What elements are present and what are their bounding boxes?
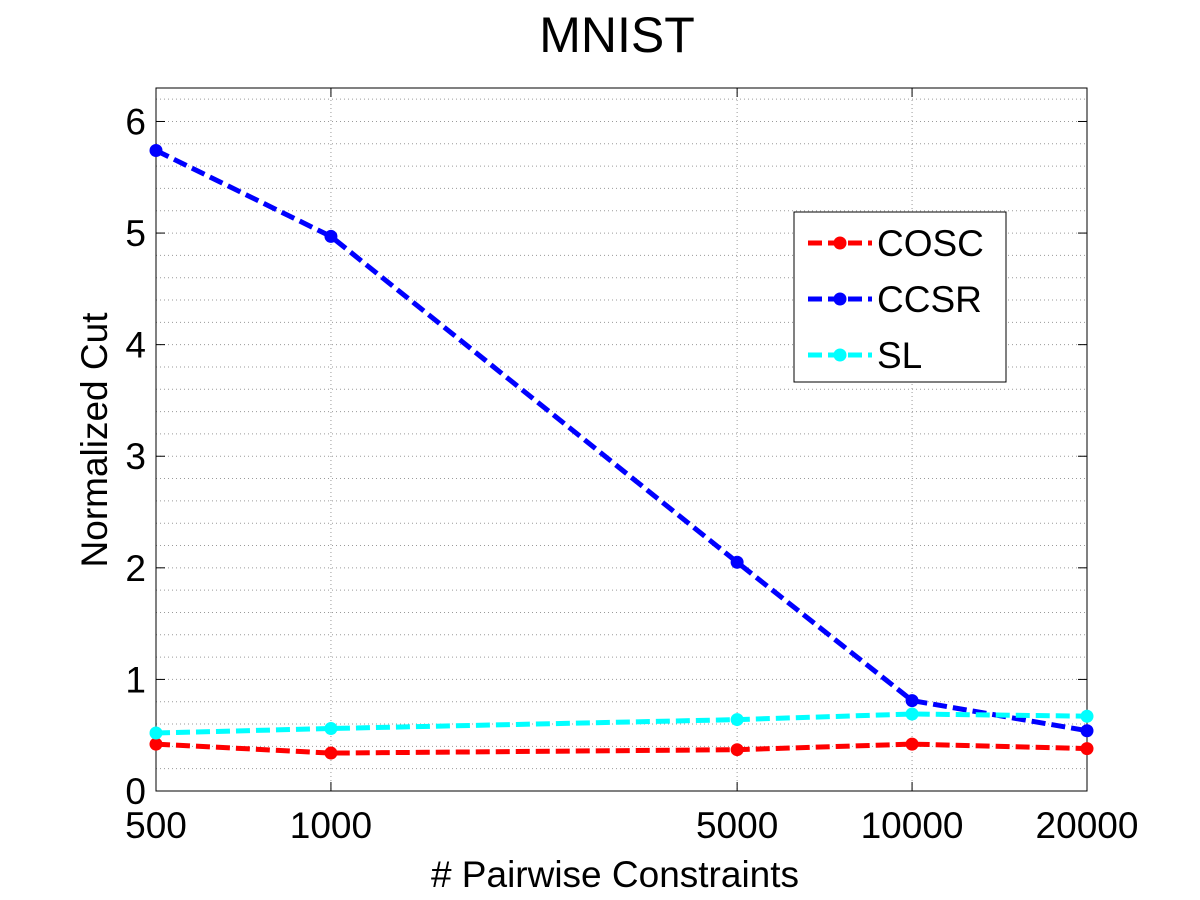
data-point-ccsr — [324, 229, 338, 243]
data-point-ccsr — [905, 694, 919, 708]
plot-area-frame — [155, 87, 1088, 792]
x-tick-label: 500 — [125, 805, 187, 846]
legend: COSC CCSR SL — [793, 211, 1007, 383]
y-tick-label: 0 — [125, 771, 146, 812]
data-point-cosc — [149, 737, 163, 751]
series-sl — [149, 707, 1094, 740]
data-point-ccsr — [149, 143, 163, 157]
x-tick-label: 20000 — [1036, 805, 1139, 846]
y-axis-label: Normalized Cut — [74, 312, 115, 568]
data-point-sl — [905, 707, 919, 721]
series-cosc — [149, 737, 1094, 760]
x-tick-label: 10000 — [861, 805, 964, 846]
axis-ticks: 500 1000 5000 10000 20000 0 1 2 3 4 5 6 — [125, 88, 1138, 846]
x-tick-label: 5000 — [696, 805, 778, 846]
legend-label-cosc: COSC — [877, 223, 984, 264]
y-tick-label: 6 — [125, 101, 146, 142]
legend-marker-cosc — [833, 236, 847, 250]
y-tick-label: 5 — [125, 213, 146, 254]
data-point-ccsr — [1080, 724, 1094, 738]
legend-marker-ccsr — [833, 292, 847, 306]
data-point-cosc — [730, 743, 744, 757]
legend-label-ccsr: CCSR — [877, 279, 982, 320]
x-tick-label: 1000 — [290, 805, 372, 846]
data-point-sl — [149, 726, 163, 740]
data-point-sl — [730, 713, 744, 727]
data-point-sl — [324, 722, 338, 736]
legend-label-sl: SL — [877, 335, 922, 376]
data-point-cosc — [1080, 742, 1094, 756]
series-line-ccsr — [154, 148, 1088, 734]
data-series — [149, 143, 1094, 760]
chart-title: MNIST — [539, 7, 695, 63]
legend-item-sl: SL — [808, 335, 922, 376]
data-point-ccsr — [730, 555, 744, 569]
data-point-cosc — [324, 746, 338, 760]
series-ccsr — [149, 143, 1094, 738]
legend-item-ccsr: CCSR — [808, 279, 982, 320]
data-point-sl — [1080, 709, 1094, 723]
data-point-cosc — [905, 737, 919, 751]
y-tick-label: 4 — [125, 325, 146, 366]
y-tick-label: 3 — [125, 436, 146, 477]
legend-marker-sl — [833, 348, 847, 362]
y-tick-label: 1 — [125, 659, 146, 700]
y-tick-label: 2 — [125, 548, 146, 589]
x-axis-label: # Pairwise Constraints — [431, 854, 799, 895]
legend-item-cosc: COSC — [808, 223, 984, 264]
